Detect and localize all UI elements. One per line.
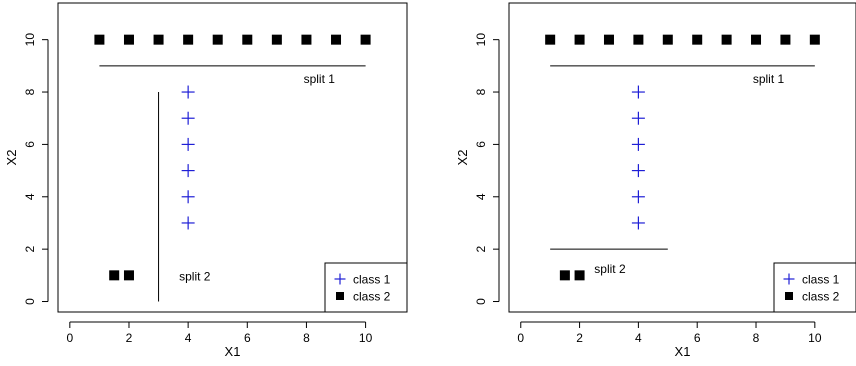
x-tick-label: 2 bbox=[126, 331, 133, 345]
series-2 bbox=[94, 34, 371, 281]
data-point-square bbox=[633, 34, 644, 45]
y-tick-label: 6 bbox=[474, 141, 488, 148]
data-point-square bbox=[212, 34, 223, 45]
x-tick-label: 0 bbox=[66, 331, 73, 345]
y-tick-label: 10 bbox=[23, 33, 37, 47]
data-point-square bbox=[360, 34, 371, 45]
data-point-plus bbox=[181, 85, 195, 99]
data-point-plus bbox=[181, 190, 195, 204]
y-tick-label: 2 bbox=[474, 245, 488, 252]
legend: class 1 class 2 bbox=[773, 262, 856, 313]
y-tick-label: 4 bbox=[474, 193, 488, 200]
legend-box bbox=[324, 262, 408, 313]
legend-marker-square bbox=[785, 292, 793, 300]
y-axis-label: X2 bbox=[4, 150, 19, 166]
x-axis-label: X1 bbox=[675, 344, 691, 359]
y-tick-label: 0 bbox=[23, 298, 37, 305]
x-tick-label: 4 bbox=[185, 331, 192, 345]
split-label-1: split 1 bbox=[753, 72, 785, 86]
data-point-square bbox=[662, 34, 673, 45]
legend: class 1 class 2 bbox=[324, 262, 408, 313]
data-point-square bbox=[574, 270, 585, 281]
data-point-plus bbox=[631, 216, 645, 230]
data-point-square bbox=[780, 34, 791, 45]
y-tick-label: 2 bbox=[23, 245, 37, 252]
data-point-plus bbox=[631, 190, 645, 204]
x-tick-label: 10 bbox=[359, 331, 373, 345]
data-point-square bbox=[109, 270, 120, 281]
plot-frame bbox=[508, 2, 856, 313]
data-point-plus bbox=[181, 216, 195, 230]
data-point-square bbox=[721, 34, 732, 45]
x-axis-label: X1 bbox=[225, 344, 241, 359]
data-point-square bbox=[123, 34, 134, 45]
series-1 bbox=[181, 85, 195, 230]
data-point-square bbox=[123, 270, 134, 281]
data-point-square bbox=[271, 34, 282, 45]
plot-frame bbox=[57, 2, 408, 313]
data-point-square bbox=[301, 34, 312, 45]
split-label-2: split 2 bbox=[594, 262, 626, 276]
split-label-2: split 2 bbox=[179, 269, 211, 283]
data-point-square bbox=[603, 34, 614, 45]
y-tick-label: 8 bbox=[23, 88, 37, 95]
data-point-square bbox=[692, 34, 703, 45]
data-point-square bbox=[153, 34, 164, 45]
data-point-square bbox=[94, 34, 105, 45]
y-axis-label: X2 bbox=[455, 150, 470, 166]
y-tick-label: 10 bbox=[474, 33, 488, 47]
legend-marker-square bbox=[336, 292, 344, 300]
data-point-plus bbox=[631, 85, 645, 99]
split-label-1: split 1 bbox=[304, 72, 336, 86]
x-tick-label: 10 bbox=[808, 331, 822, 345]
series-2 bbox=[545, 34, 820, 281]
legend-marker-plus bbox=[334, 273, 346, 285]
data-point-square bbox=[545, 34, 556, 45]
x-tick-label: 6 bbox=[244, 331, 251, 345]
legend-marker-plus bbox=[783, 273, 795, 285]
data-point-plus bbox=[181, 111, 195, 125]
x-tick-label: 8 bbox=[303, 331, 310, 345]
data-point-square bbox=[183, 34, 194, 45]
data-point-square bbox=[809, 34, 820, 45]
data-point-square bbox=[559, 270, 570, 281]
y-tick-label: 0 bbox=[474, 298, 488, 305]
legend-label: class 2 bbox=[353, 290, 391, 304]
legend-box bbox=[773, 262, 856, 313]
data-point-plus bbox=[631, 137, 645, 151]
y-tick-label: 8 bbox=[474, 88, 488, 95]
x-tick-label: 0 bbox=[517, 331, 524, 345]
data-point-plus bbox=[181, 137, 195, 151]
data-point-square bbox=[751, 34, 762, 45]
x-tick-label: 2 bbox=[576, 331, 583, 345]
data-point-plus bbox=[181, 164, 195, 178]
x-tick-label: 4 bbox=[635, 331, 642, 345]
x-tick-label: 8 bbox=[753, 331, 760, 345]
data-point-square bbox=[574, 34, 585, 45]
data-point-square bbox=[242, 34, 253, 45]
legend-label: class 1 bbox=[353, 273, 391, 287]
y-tick-label: 4 bbox=[23, 193, 37, 200]
series-1 bbox=[631, 85, 645, 230]
data-point-plus bbox=[631, 164, 645, 178]
data-point-square bbox=[331, 34, 342, 45]
x-tick-label: 6 bbox=[694, 331, 701, 345]
y-tick-label: 6 bbox=[23, 141, 37, 148]
legend-label: class 1 bbox=[802, 273, 840, 287]
data-point-plus bbox=[631, 111, 645, 125]
legend-label: class 2 bbox=[802, 290, 840, 304]
